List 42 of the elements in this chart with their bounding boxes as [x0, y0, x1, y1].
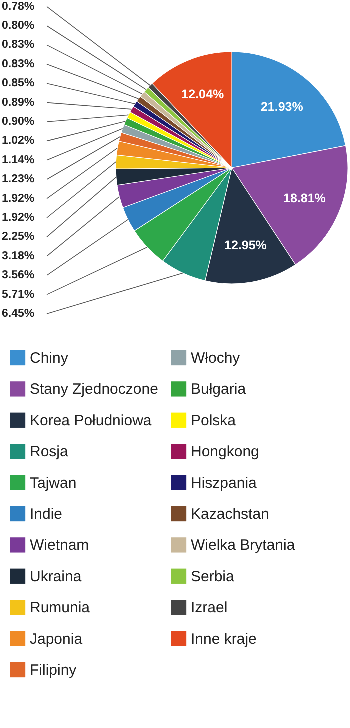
legend-label: Tajwan — [30, 474, 77, 492]
legend-label: Izrael — [191, 600, 228, 617]
data-label: 1.92% — [2, 212, 35, 224]
data-label: 1.02% — [2, 135, 35, 148]
data-label: 0.83% — [2, 39, 35, 52]
legend-label: Ukraina — [30, 568, 82, 586]
data-label: 2.25% — [2, 231, 35, 244]
legend-label: Indie — [30, 506, 63, 523]
data-label: 12.95% — [224, 238, 267, 253]
data-label: 0.90% — [2, 116, 35, 128]
legend-label: Hongkong — [191, 444, 260, 461]
data-label: 3.56% — [2, 270, 35, 282]
data-label: 1.14% — [2, 154, 35, 166]
legend-label: Stany Zjednoczone — [30, 381, 158, 398]
data-label: 21.93% — [260, 100, 304, 114]
legend-label: Wietnam — [30, 537, 90, 554]
data-label: 1.92% — [2, 192, 35, 205]
legend-label: Kazachstan — [191, 506, 270, 523]
data-label: 18.81% — [284, 192, 326, 206]
data-label: 0.78% — [2, 0, 35, 13]
data-label: 12.04% — [182, 88, 224, 102]
legend-label: Rosja — [30, 444, 70, 461]
legend-label: Filipiny — [30, 662, 78, 679]
data-label: 3.18% — [2, 250, 35, 262]
legend-label: Chiny — [30, 350, 69, 367]
legend-label: Inne kraje — [191, 630, 257, 648]
data-label: 5.71% — [2, 288, 35, 301]
data-label: 6.45% — [2, 308, 35, 320]
data-label: 1.23% — [2, 174, 35, 186]
legend-label: Rumunia — [30, 600, 91, 617]
data-label: 0.80% — [2, 20, 35, 32]
legend-label: Korea Południowa — [30, 412, 152, 430]
legend-label: Wielka Brytania — [191, 537, 296, 554]
legend-label: Serbia — [191, 568, 236, 586]
data-label: 0.83% — [2, 58, 35, 70]
legend-label: Hiszpania — [191, 474, 258, 492]
data-label: 0.89% — [2, 96, 35, 109]
legend-label: Włochy — [191, 350, 241, 367]
legend-label: Polska — [191, 412, 237, 430]
data-label: 0.85% — [2, 78, 35, 90]
legend-label: Japonia — [30, 630, 84, 648]
legend-label: Bułgaria — [191, 381, 247, 398]
